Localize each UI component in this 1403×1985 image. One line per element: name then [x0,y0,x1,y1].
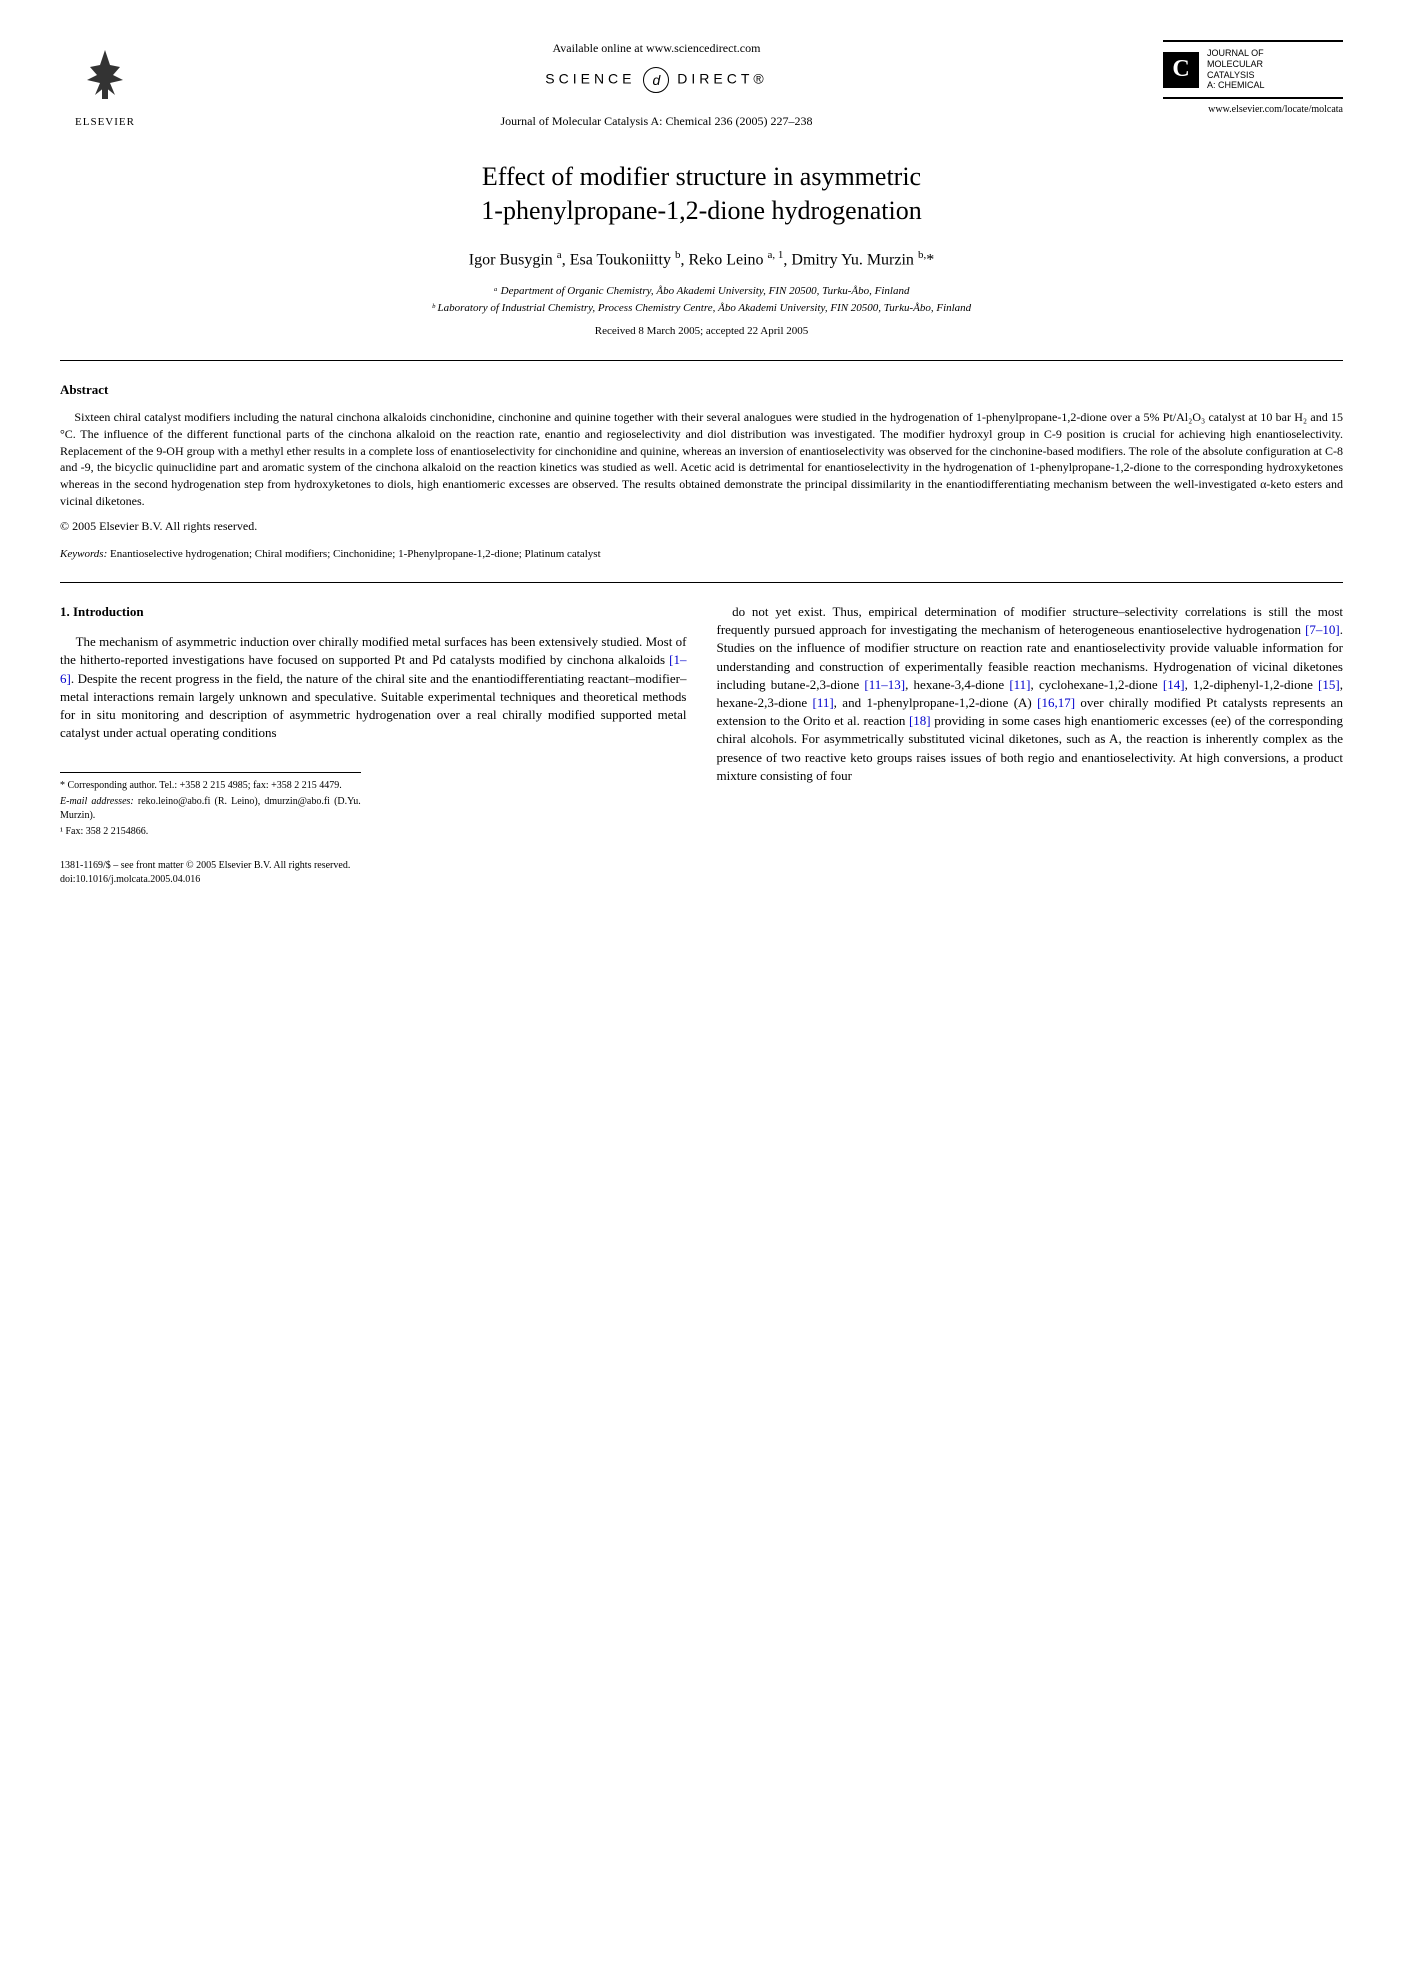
front-matter: 1381-1169/$ – see front matter © 2005 El… [60,859,687,887]
center-header: Available online at www.sciencedirect.co… [150,40,1163,130]
title-line1: Effect of modifier structure in asymmetr… [60,160,1343,194]
sd-icon: d [643,67,669,93]
keywords-label: Keywords: [60,548,107,560]
journal-name: JOURNAL OF MOLECULAR CATALYSIS A: CHEMIC… [1207,48,1265,91]
journal-name-l4: A: CHEMICAL [1207,80,1265,91]
divider [60,582,1343,583]
available-online: Available online at www.sciencedirect.co… [170,40,1143,57]
abstract-heading: Abstract [60,381,1343,399]
keywords: Keywords: Enantioselective hydrogenation… [60,547,1343,562]
right-column: do not yet exist. Thus, empirical determ… [717,603,1344,887]
divider [60,360,1343,361]
body-paragraph: The mechanism of asymmetric induction ov… [60,633,687,742]
journal-c-icon: C [1163,52,1199,88]
left-column: 1. Introduction The mechanism of asymmet… [60,603,687,887]
title-line2: 1-phenylpropane-1,2-dione hydrogenation [60,194,1343,228]
journal-reference: Journal of Molecular Catalysis A: Chemic… [170,113,1143,130]
affiliations: ᵃ Department of Organic Chemistry, Åbo A… [60,284,1343,317]
body-paragraph: do not yet exist. Thus, empirical determ… [717,603,1344,785]
article-dates: Received 8 March 2005; accepted 22 April… [60,324,1343,339]
email-label: E-mail addresses: [60,796,134,807]
footnotes: * Corresponding author. Tel.: +358 2 215… [60,772,361,839]
sd-left: SCIENCE [545,71,635,87]
front-matter-l1: 1381-1169/$ – see front matter © 2005 El… [60,859,687,873]
journal-name-l1: JOURNAL OF [1207,48,1265,59]
header-row: ELSEVIER Available online at www.science… [60,40,1343,130]
abstract-paragraph: Sixteen chiral catalyst modifiers includ… [60,409,1343,510]
sciencedirect-logo: SCIENCE d DIRECT® [170,67,1143,93]
article-title: Effect of modifier structure in asymmetr… [60,160,1343,228]
elsevier-logo: ELSEVIER [60,40,150,130]
footnote-emails: E-mail addresses: reko.leino@abo.fi (R. … [60,795,361,823]
elsevier-text: ELSEVIER [60,115,150,130]
sd-right: DIRECT® [677,71,767,87]
elsevier-tree-icon [70,40,140,110]
footnote-fax: ¹ Fax: 358 2 2154866. [60,825,361,839]
journal-logo: C JOURNAL OF MOLECULAR CATALYSIS A: CHEM… [1163,40,1343,117]
affiliation-a: ᵃ Department of Organic Chemistry, Åbo A… [60,284,1343,299]
copyright: © 2005 Elsevier B.V. All rights reserved… [60,518,1343,535]
journal-name-l3: CATALYSIS [1207,70,1265,81]
front-matter-l2: doi:10.1016/j.molcata.2005.04.016 [60,873,687,887]
body-columns: 1. Introduction The mechanism of asymmet… [60,603,1343,887]
keywords-list: Enantioselective hydrogenation; Chiral m… [110,548,601,560]
authors: Igor Busygin a, Esa Toukoniitty b, Reko … [60,248,1343,272]
affiliation-b: ᵇ Laboratory of Industrial Chemistry, Pr… [60,301,1343,316]
abstract-body: Sixteen chiral catalyst modifiers includ… [60,409,1343,510]
journal-name-l2: MOLECULAR [1207,59,1265,70]
section-heading: 1. Introduction [60,603,687,621]
footnote-corresponding: * Corresponding author. Tel.: +358 2 215… [60,779,361,793]
journal-url: www.elsevier.com/locate/molcata [1163,103,1343,117]
